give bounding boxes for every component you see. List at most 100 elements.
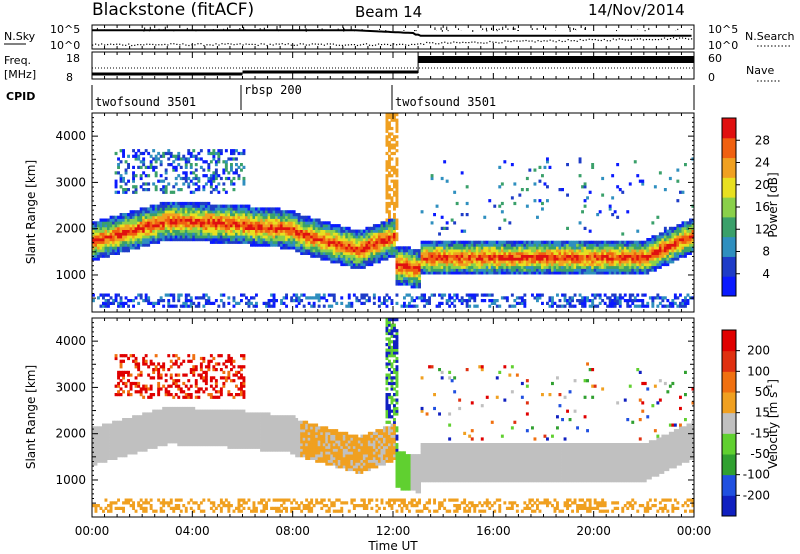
heatmap-cell [390,199,394,203]
heatmap-cell [656,262,660,267]
heatmap-cell [112,448,115,452]
heatmap-cell [230,221,233,225]
heatmap-cell [252,238,256,242]
heatmap-cell [112,423,115,427]
heatmap-cell [533,246,537,250]
heatmap-cell [423,251,426,255]
heatmap-cell [638,262,642,267]
heatmap-cell [618,296,622,300]
heatmap-cell [380,229,384,233]
heatmap-cell [94,509,98,513]
heatmap-cell [189,213,193,217]
heatmap-cell [270,218,273,222]
heatmap-cell [668,229,672,233]
heatmap-cell [656,265,660,269]
heatmap-cell [438,271,441,275]
heatmap-cell [651,301,655,305]
heatmap-cell [149,235,153,239]
heatmap-cell [107,443,110,447]
heatmap-cell [380,232,384,236]
heatmap-cell [666,232,670,236]
heatmap-cell [638,240,642,244]
heatmap-cell [144,226,148,230]
heatmap-cell [157,299,161,303]
heatmap-cell [147,151,151,156]
heatmap-cell [97,226,100,230]
heatmap-cell [204,213,208,217]
heatmap-cell [588,190,592,194]
heatmap-cell [245,232,248,236]
heatmap-cell [410,296,414,300]
heatmap-cell [322,257,326,261]
heatmap-cell [104,229,108,233]
heatmap-cell [307,226,311,230]
heatmap-cell [174,165,178,169]
heatmap-cell [608,243,612,247]
heatmap-cell [257,229,261,233]
nsearch-point [651,39,654,41]
heatmap-cell [586,246,589,250]
heatmap-cell [189,304,193,308]
heatmap-cell [152,213,156,217]
heatmap-cell [656,251,660,255]
heatmap-cell [147,240,151,244]
heatmap-cell [548,251,552,255]
heatmap-cell [172,226,176,230]
heatmap-cell [365,226,369,230]
heatmap-cell [443,262,447,267]
heatmap-cell [99,437,103,441]
heatmap-cell [641,243,645,247]
heatmap-cell [460,301,464,305]
heatmap-cell [676,296,680,300]
heatmap-cell [232,304,236,308]
heatmap-cell [137,232,141,236]
heatmap-cell [390,165,394,169]
heatmap-cell [292,224,296,228]
heatmap-cell [169,201,173,206]
heatmap-cell [651,268,655,272]
heatmap-cell [641,257,645,261]
heatmap-cell [500,251,504,255]
heatmap-cell [679,240,682,244]
heatmap-cell [119,443,123,447]
heatmap-cell [114,218,118,222]
heatmap-cell [124,218,128,222]
heatmap-cell [187,235,191,239]
heatmap-cell [182,171,186,175]
heatmap-cell [653,235,657,239]
heatmap-cell [686,249,690,253]
nsearch-point [468,41,470,44]
heatmap-cell [330,293,334,297]
heatmap-cell [523,246,527,250]
heatmap-cell [691,224,695,228]
heatmap-cell [230,235,233,239]
heatmap-cell [332,254,336,258]
nsearch-point [242,44,244,46]
heatmap-cell [520,301,524,305]
heatmap-cell [127,356,130,361]
heatmap-cell [641,299,645,303]
heatmap-cell [114,190,118,194]
heatmap-cell [480,260,484,264]
heatmap-cell [523,304,527,308]
heatmap-cell [546,246,549,250]
heatmap-cell [661,240,665,244]
heatmap-cell [663,238,667,242]
heatmap-cell [282,235,286,239]
heatmap-cell [310,226,314,230]
heatmap-cell [478,260,482,264]
heatmap-cell [332,293,336,297]
heatmap-cell [152,240,156,244]
heatmap-cell [159,174,163,178]
heatmap-cell [92,440,95,444]
heatmap-cell [287,210,291,214]
heatmap-cell [425,299,429,303]
heatmap-cell [149,301,153,305]
heatmap-cell [388,171,391,175]
heatmap-cell [245,218,248,222]
heatmap-cell [370,226,374,230]
heatmap-cell [393,235,396,239]
heatmap-cell [658,265,662,269]
heatmap-cell [222,226,226,230]
heatmap-cell [618,265,622,269]
